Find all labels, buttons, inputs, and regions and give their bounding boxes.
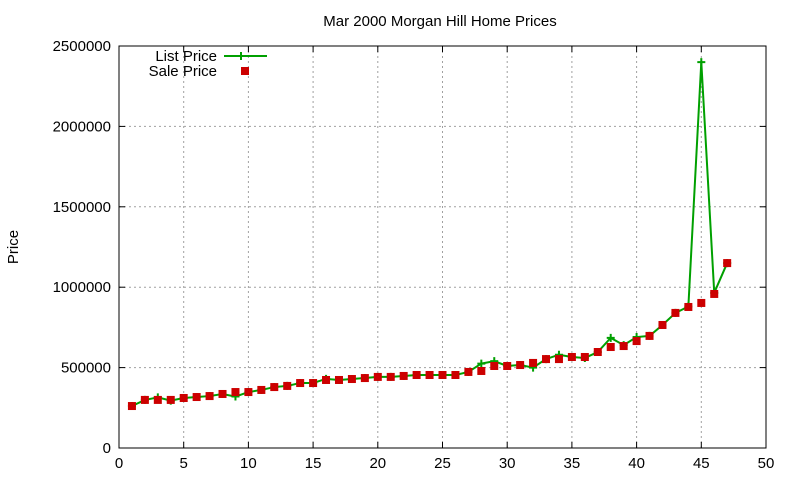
series-layer xyxy=(127,58,732,411)
sale-price-point xyxy=(567,352,576,361)
sale-price-point xyxy=(412,370,421,379)
sale-price-point xyxy=(425,370,434,379)
x-tick-label: 10 xyxy=(240,455,257,472)
sale-price-point xyxy=(257,385,266,394)
x-tick-label: 15 xyxy=(305,455,322,472)
sale-price-point xyxy=(490,361,499,370)
sale-price-point xyxy=(270,383,279,392)
sale-price-point xyxy=(529,358,538,367)
y-axis-label: Price xyxy=(5,230,22,264)
sale-price-point xyxy=(464,367,473,376)
sale-price-point xyxy=(179,393,188,402)
sale-price-point xyxy=(192,393,201,402)
x-tick-label: 35 xyxy=(564,455,581,472)
sale-price-point xyxy=(645,331,654,340)
x-tick-label: 5 xyxy=(180,455,188,472)
x-tick-label: 45 xyxy=(693,455,710,472)
x-tick-label: 30 xyxy=(499,455,516,472)
y-tick-label: 2500000 xyxy=(53,38,111,55)
sale-price-point xyxy=(438,370,447,379)
legend-label-list-price: List Price xyxy=(155,48,217,65)
sale-price-point xyxy=(205,392,214,401)
sale-price-point xyxy=(710,289,719,298)
sale-price-point xyxy=(153,395,162,404)
legend-square-sale-price xyxy=(241,67,249,75)
sale-price-point xyxy=(231,388,240,397)
sale-price-point xyxy=(606,343,615,352)
sale-price-point xyxy=(386,372,395,381)
sale-price-point xyxy=(127,402,136,411)
sale-price-point xyxy=(334,375,343,384)
legend-plus-list-price xyxy=(237,52,245,60)
y-tick-label: 2000000 xyxy=(53,118,111,135)
x-tick-label: 40 xyxy=(628,455,645,472)
sale-price-point xyxy=(218,389,227,398)
sale-price-point xyxy=(593,348,602,357)
sale-price-point xyxy=(166,395,175,404)
y-tick-label: 1000000 xyxy=(53,279,111,296)
y-tick-label: 1500000 xyxy=(53,199,111,216)
sale-price-point xyxy=(373,372,382,381)
x-tick-label: 20 xyxy=(369,455,386,472)
ticks: 0 5 10 15 20 25 30 35 40 45 50 0 500000 1000000 150000… xyxy=(53,38,775,472)
sale-price-point xyxy=(542,355,551,364)
grid xyxy=(119,46,766,448)
x-tick-label: 0 xyxy=(115,455,123,472)
sale-price-point xyxy=(309,379,318,388)
sale-price-point xyxy=(360,374,369,383)
x-tick-label: 25 xyxy=(434,455,451,472)
y-tick-label: 0 xyxy=(103,440,111,457)
sale-price-point xyxy=(580,352,589,361)
sale-price-point xyxy=(477,366,486,375)
sale-price-point xyxy=(296,379,305,388)
y-tick-label: 500000 xyxy=(61,360,111,377)
sale-price-point xyxy=(723,259,732,268)
sale-price-point xyxy=(658,320,667,329)
sale-price-point xyxy=(554,355,563,364)
sale-price-point xyxy=(684,302,693,311)
sale-price-point xyxy=(503,361,512,370)
chart-title: Mar 2000 Morgan Hill Home Prices xyxy=(323,13,556,30)
x-tick-label: 50 xyxy=(758,455,775,472)
sale-price-point xyxy=(632,337,641,346)
sale-price-point xyxy=(322,375,331,384)
plot-frame xyxy=(118,45,767,449)
sale-price-point xyxy=(516,361,525,370)
sale-price-point xyxy=(399,371,408,380)
list-price-line xyxy=(131,62,729,407)
list-price-point xyxy=(477,359,486,368)
sale-price-point xyxy=(244,388,253,397)
sale-price-point xyxy=(451,370,460,379)
legend-label-sale-price: Sale Price xyxy=(149,63,217,80)
sale-price-point xyxy=(671,308,680,317)
sale-price-point xyxy=(619,342,628,351)
sale-price-point xyxy=(140,395,149,404)
sale-price-point xyxy=(283,381,292,390)
legend: List Price Sale Price xyxy=(149,48,267,80)
sale-price-point xyxy=(347,375,356,384)
list-price-point xyxy=(606,333,615,342)
list-price-point xyxy=(697,58,706,67)
sale-price-point xyxy=(697,298,706,307)
